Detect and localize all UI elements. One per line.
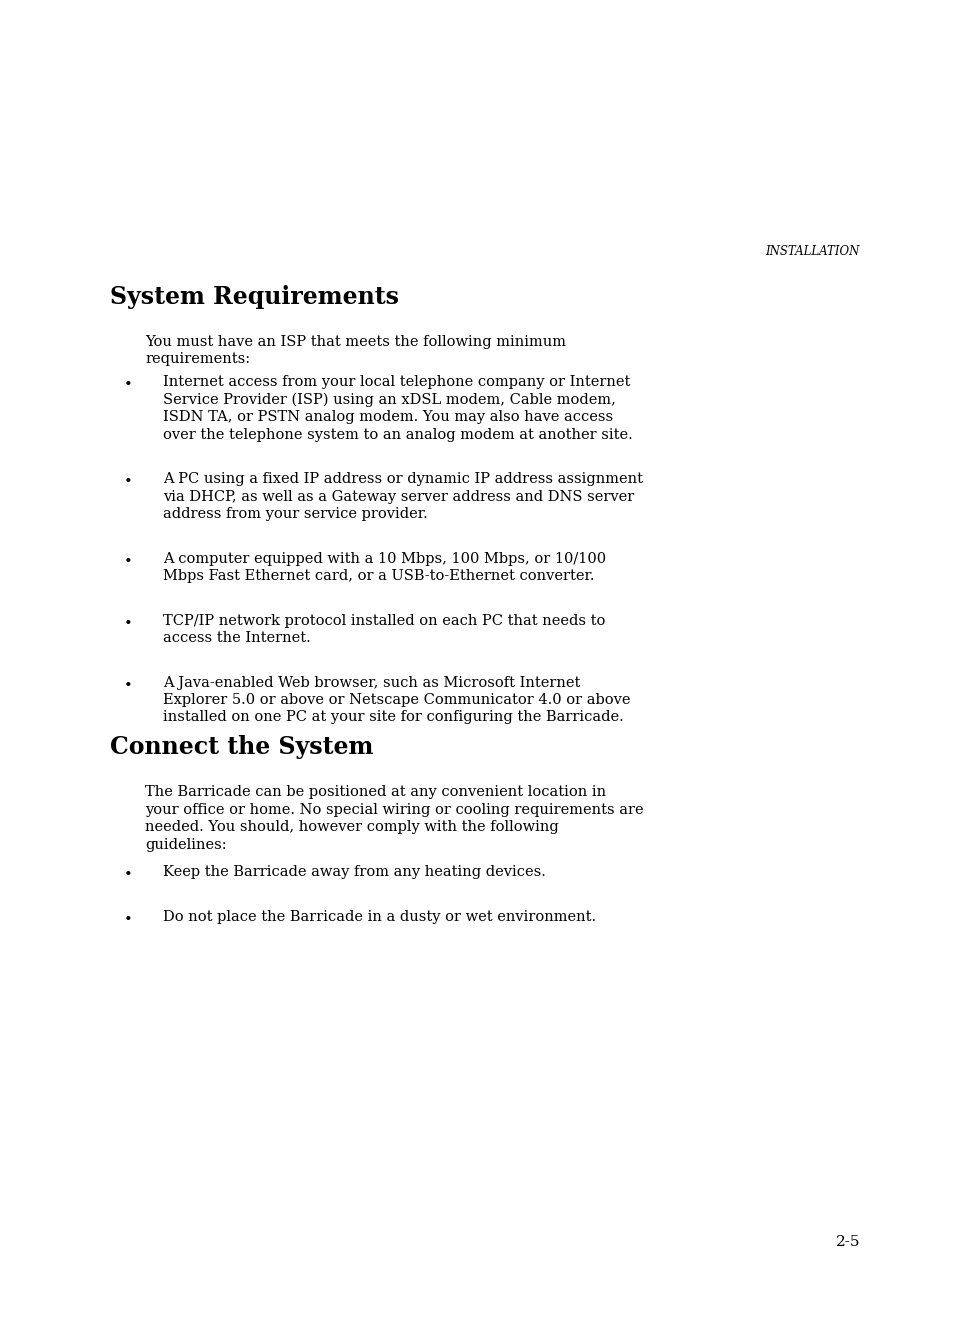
Text: via DHCP, as well as a Gateway server address and DNS server: via DHCP, as well as a Gateway server ad…: [163, 489, 634, 504]
Text: •: •: [124, 554, 132, 569]
Text: •: •: [124, 868, 132, 882]
Text: Connect the System: Connect the System: [110, 735, 373, 759]
Text: You must have an ISP that meets the following minimum: You must have an ISP that meets the foll…: [145, 335, 565, 349]
Text: A PC using a fixed IP address or dynamic IP address assignment: A PC using a fixed IP address or dynamic…: [163, 472, 642, 486]
Text: A computer equipped with a 10 Mbps, 100 Mbps, or 10/100: A computer equipped with a 10 Mbps, 100 …: [163, 552, 605, 565]
Text: Internet access from your local telephone company or Internet: Internet access from your local telephon…: [163, 375, 630, 389]
Text: your office or home. No special wiring or cooling requirements are: your office or home. No special wiring o…: [145, 803, 643, 816]
Text: address from your service provider.: address from your service provider.: [163, 506, 427, 521]
Text: Mbps Fast Ethernet card, or a USB-to-Ethernet converter.: Mbps Fast Ethernet card, or a USB-to-Eth…: [163, 569, 594, 582]
Text: over the telephone system to an analog modem at another site.: over the telephone system to an analog m…: [163, 428, 632, 441]
Text: 2-5: 2-5: [835, 1234, 859, 1249]
Text: Explorer 5.0 or above or Netscape Communicator 4.0 or above: Explorer 5.0 or above or Netscape Commun…: [163, 693, 630, 707]
Text: ISDN TA, or PSTN analog modem. You may also have access: ISDN TA, or PSTN analog modem. You may a…: [163, 410, 613, 424]
Text: •: •: [124, 476, 132, 489]
Text: TCP/IP network protocol installed on each PC that needs to: TCP/IP network protocol installed on eac…: [163, 613, 605, 628]
Text: Do not place the Barricade in a dusty or wet environment.: Do not place the Barricade in a dusty or…: [163, 910, 596, 923]
Text: Keep the Barricade away from any heating devices.: Keep the Barricade away from any heating…: [163, 864, 545, 879]
Text: A Java-enabled Web browser, such as Microsoft Internet: A Java-enabled Web browser, such as Micr…: [163, 676, 579, 689]
Text: access the Internet.: access the Internet.: [163, 631, 311, 645]
Text: System Requirements: System Requirements: [110, 285, 398, 309]
Text: INSTALLATION: INSTALLATION: [765, 244, 859, 258]
Text: guidelines:: guidelines:: [145, 838, 227, 851]
Text: needed. You should, however comply with the following: needed. You should, however comply with …: [145, 820, 558, 834]
Text: •: •: [124, 616, 132, 631]
Text: •: •: [124, 679, 132, 692]
Text: requirements:: requirements:: [145, 353, 250, 366]
Text: installed on one PC at your site for configuring the Barricade.: installed on one PC at your site for con…: [163, 711, 623, 724]
Text: •: •: [124, 378, 132, 391]
Text: The Barricade can be positioned at any convenient location in: The Barricade can be positioned at any c…: [145, 786, 605, 799]
Text: Service Provider (ISP) using an xDSL modem, Cable modem,: Service Provider (ISP) using an xDSL mod…: [163, 393, 616, 407]
Text: •: •: [124, 912, 132, 926]
